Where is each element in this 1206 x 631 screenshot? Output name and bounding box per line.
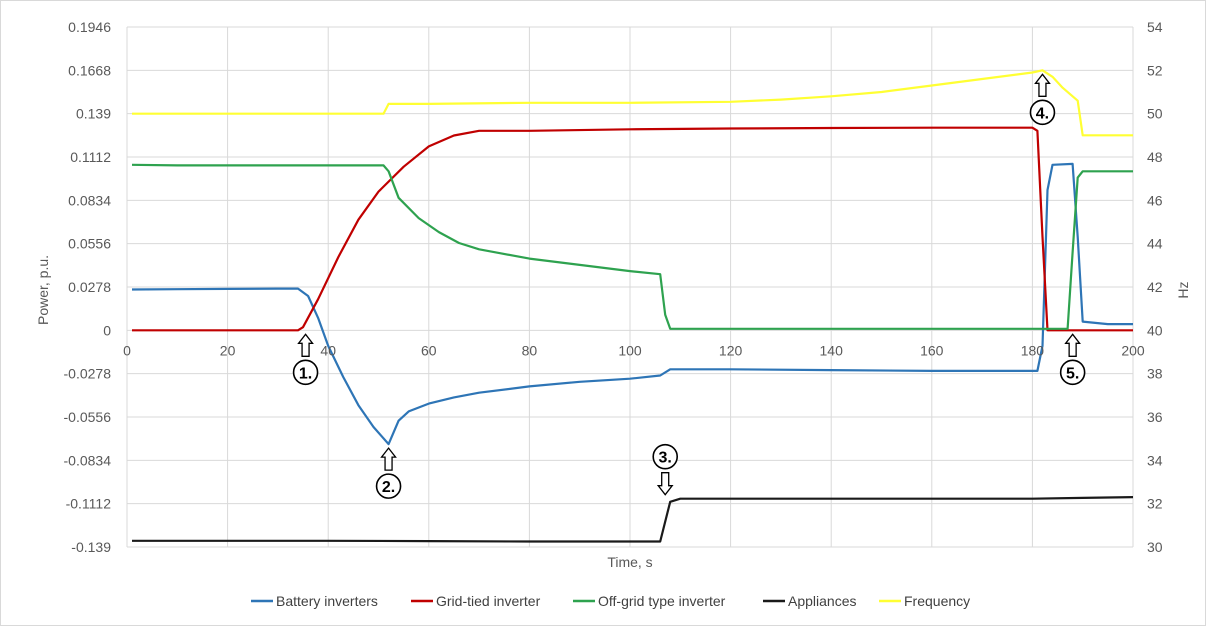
series-line-off-grid-type-inverter xyxy=(131,163,1133,330)
legend-entry: Off-grid type inverter xyxy=(598,593,726,609)
legend-entry: Frequency xyxy=(904,593,970,609)
y2-tick-label: 34 xyxy=(1147,452,1163,468)
legend-entry: Grid-tied inverter xyxy=(436,593,541,609)
x-tick-label: 120 xyxy=(719,342,743,358)
annotation-arrow-icon xyxy=(1034,73,1051,97)
tick-layer: 0.1946 0.1668 0.139 0.1112 0.0834 0.0556 0.027… xyxy=(64,19,1163,555)
y-tick-label: 0.0556 xyxy=(68,236,111,252)
arrow-shape xyxy=(656,472,674,496)
y2-axis-title: Hz xyxy=(1175,281,1191,298)
x-tick-label: 0 xyxy=(123,342,131,358)
y-axis-title: Power, p.u. xyxy=(35,255,51,325)
y2-tick-label: 30 xyxy=(1147,539,1163,555)
y-tick-label: 0.1946 xyxy=(68,19,111,35)
x-tick-label: 100 xyxy=(618,342,642,358)
annotation-label: 1. xyxy=(299,365,312,382)
annotation-circle xyxy=(375,473,402,499)
y-tick-label: 0.0278 xyxy=(68,279,111,295)
y2-tick-label: 44 xyxy=(1147,236,1163,252)
x-tick-label: 180 xyxy=(1021,342,1045,358)
x-axis-title: Time, s xyxy=(607,554,652,570)
y-tick-label: 0.0834 xyxy=(68,192,111,208)
y2-tick-label: 32 xyxy=(1147,496,1163,512)
y2-tick-label: 50 xyxy=(1147,106,1163,122)
x-tick-label: 140 xyxy=(820,342,844,358)
annotation-circle xyxy=(1059,359,1086,386)
legend-entry: Battery inverters xyxy=(276,593,378,609)
y2-tick-label: 54 xyxy=(1147,19,1163,35)
series-layer xyxy=(131,69,1134,543)
y-tick-label: -0.0278 xyxy=(64,366,112,382)
annotation-label: 3. xyxy=(659,450,672,467)
annotation-arrow-icon xyxy=(656,472,674,496)
y2-tick-label: 42 xyxy=(1147,279,1163,295)
annotation-circle xyxy=(652,443,679,470)
annotation-label: 5. xyxy=(1066,365,1079,382)
y2-tick-label: 38 xyxy=(1147,366,1163,382)
y2-tick-label: 40 xyxy=(1147,322,1163,338)
y2-tick-label: 48 xyxy=(1147,149,1163,165)
series-line-appliances xyxy=(132,496,1134,543)
y-tick-label: -0.1112 xyxy=(66,496,112,512)
annotation-label: 4. xyxy=(1036,105,1049,122)
series-line-grid-tied-inverter xyxy=(132,126,1133,332)
y-tick-label: 0 xyxy=(103,322,111,338)
legend: Battery inverters Grid-tied inverter Off-g… xyxy=(251,593,970,609)
annotation-arrow-icon xyxy=(1064,333,1081,357)
y-tick-label: -0.0556 xyxy=(64,409,112,425)
y-tick-label: 0.1668 xyxy=(68,62,111,78)
x-tick-label: 160 xyxy=(920,342,944,358)
x-tick-label: 40 xyxy=(320,342,336,358)
y2-tick-label: 46 xyxy=(1147,192,1163,208)
annotation-circle xyxy=(1029,99,1056,126)
legend-entry: Appliances xyxy=(788,593,857,609)
annotation-layer: 1. 2. 3. 4. 5. xyxy=(292,73,1086,499)
y-tick-label: 0.139 xyxy=(76,106,111,122)
arrow-shape xyxy=(1064,333,1081,357)
annotation-circle xyxy=(292,359,319,386)
arrow-shape xyxy=(297,333,314,357)
y-tick-label: 0.1112 xyxy=(70,149,111,165)
arrow-shape xyxy=(1034,73,1051,97)
annotation-arrow-icon xyxy=(297,333,314,357)
x-tick-label: 60 xyxy=(421,342,437,358)
x-tick-label: 80 xyxy=(522,342,538,358)
y2-tick-label: 36 xyxy=(1147,409,1163,425)
annotation-arrow-icon xyxy=(380,447,397,471)
y2-tick-label: 52 xyxy=(1147,62,1163,78)
x-tick-label: 20 xyxy=(220,342,236,358)
y-tick-label: -0.139 xyxy=(71,539,111,555)
annotation-label: 2. xyxy=(382,479,395,496)
grid-layer xyxy=(126,26,1134,548)
arrow-shape xyxy=(380,447,397,471)
series-line-frequency xyxy=(132,69,1133,137)
y-tick-label: -0.0834 xyxy=(64,452,112,468)
x-tick-label: 200 xyxy=(1121,342,1145,358)
